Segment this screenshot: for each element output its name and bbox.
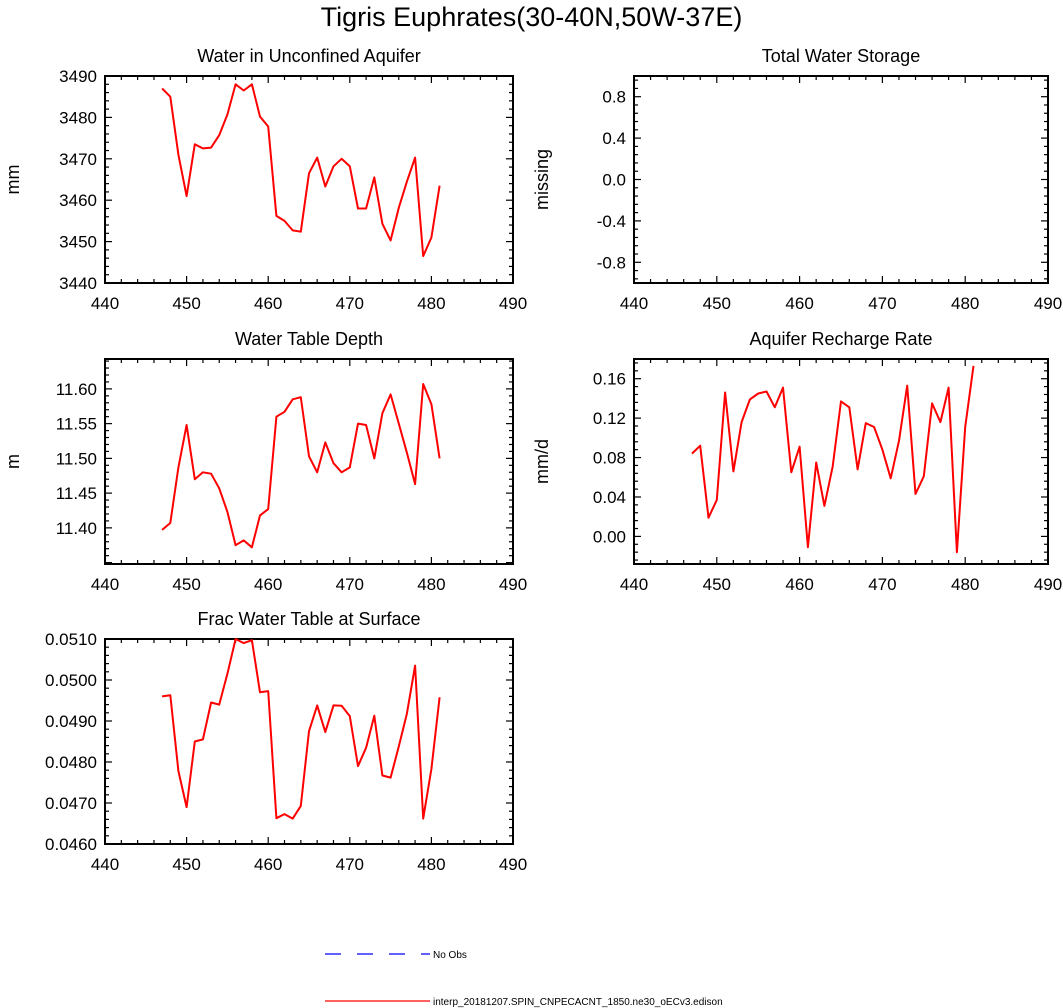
x-tick-label: 470 bbox=[336, 575, 364, 594]
y-tick-label: 3480 bbox=[59, 108, 97, 127]
panel-title: Water in Unconfined Aquifer bbox=[197, 46, 420, 66]
y-axis-label: m bbox=[3, 454, 23, 469]
x-tick-label: 490 bbox=[1034, 575, 1062, 594]
x-tick-label: 490 bbox=[499, 575, 527, 594]
x-tick-label: 470 bbox=[868, 575, 896, 594]
x-tick-label: 480 bbox=[951, 294, 979, 313]
panel-water-table-depth: 440 450 460 470 480 490 11.40 11.45 11.50 11.55 11… bbox=[3, 329, 527, 594]
x-tick-label: 470 bbox=[336, 294, 364, 313]
x-tick-label: 490 bbox=[499, 855, 527, 874]
y-tick-label: 0.0460 bbox=[45, 835, 97, 854]
panel-title: Total Water Storage bbox=[762, 46, 920, 66]
y-tick-label: 0.0480 bbox=[45, 753, 97, 772]
y-tick-label: 0.16 bbox=[593, 370, 626, 389]
panel-title: Water Table Depth bbox=[235, 329, 383, 349]
y-tick-label: 11.40 bbox=[56, 519, 97, 538]
x-tick-label: 440 bbox=[620, 575, 648, 594]
y-tick-label: -0.4 bbox=[597, 212, 626, 231]
y-tick-label: 11.45 bbox=[56, 484, 97, 503]
y-tick-label: 3460 bbox=[59, 191, 97, 210]
panel-title: Frac Water Table at Surface bbox=[197, 609, 420, 629]
x-tick-label: 480 bbox=[417, 294, 445, 313]
y-tick-label: 0.00 bbox=[593, 527, 626, 546]
series-line-interp-20181207-spin-cnpecacnt bbox=[161, 83, 441, 258]
x-tick-label: 450 bbox=[172, 294, 200, 313]
y-tick-label: 3450 bbox=[59, 233, 97, 252]
y-tick-label: 0.0 bbox=[602, 171, 626, 190]
y-tick-label: 3470 bbox=[59, 150, 97, 169]
y-tick-label: 11.60 bbox=[56, 380, 97, 399]
legend-label-no-obs: No Obs bbox=[433, 950, 467, 961]
y-tick-label: -0.8 bbox=[597, 253, 626, 272]
y-axis-label: mm bbox=[3, 165, 23, 195]
x-tick-label: 450 bbox=[703, 294, 731, 313]
series-line-interp-20181207-spin-cnpecacnt bbox=[161, 383, 441, 549]
plot-frame bbox=[104, 638, 514, 845]
x-tick-label: 480 bbox=[417, 575, 445, 594]
y-tick-label: 11.55 bbox=[56, 415, 97, 434]
x-tick-label: 440 bbox=[91, 855, 119, 874]
panel-total-water-storage: 440 450 460 470 480 490 -0.8 -0.4 0.0 0.4 0.8 Total… bbox=[532, 46, 1062, 313]
panel-water-in-unconfined-aquifer: 440 450 460 470 480 490 3440 3450 3460 3470 3480 34… bbox=[3, 46, 527, 313]
panel-aquifer-recharge-rate: 440 450 460 470 480 490 0.00 0.04 0.08 0.12 0.16 Aq… bbox=[532, 329, 1062, 594]
x-tick-label: 490 bbox=[499, 294, 527, 313]
y-tick-label: 0.4 bbox=[602, 129, 626, 148]
y-tick-label: 3490 bbox=[59, 67, 97, 86]
y-tick-label: 3440 bbox=[59, 274, 97, 293]
x-tick-label: 470 bbox=[336, 855, 364, 874]
y-tick-label: 0.0490 bbox=[45, 712, 97, 731]
x-tick-label: 470 bbox=[868, 294, 896, 313]
x-tick-label: 460 bbox=[254, 575, 282, 594]
panel-frac-water-table-at-surface: 440 450 460 470 480 490 0.0460 0.0470 0.0480 0.04… bbox=[45, 609, 527, 874]
plot-frame bbox=[104, 75, 514, 284]
x-tick-label: 450 bbox=[172, 855, 200, 874]
x-tick-label: 440 bbox=[91, 575, 119, 594]
x-tick-label: 480 bbox=[951, 575, 979, 594]
x-tick-label: 490 bbox=[1034, 294, 1062, 313]
y-axis-label: mm/d bbox=[532, 439, 552, 484]
y-tick-label: 0.12 bbox=[593, 409, 626, 428]
x-tick-label: 450 bbox=[172, 575, 200, 594]
plot-frame bbox=[104, 358, 514, 565]
x-tick-label: 450 bbox=[703, 575, 731, 594]
main-title: Tigris Euphrates(30-40N,50W-37E) bbox=[320, 2, 743, 32]
y-tick-label: 0.8 bbox=[602, 88, 626, 107]
plot-frame bbox=[633, 358, 1049, 565]
x-tick-label: 460 bbox=[785, 294, 813, 313]
y-tick-label: 11.50 bbox=[56, 449, 97, 468]
legend-label-model: interp_20181207.SPIN_CNPECACNT_1850.ne30… bbox=[433, 997, 723, 1008]
plot-frame bbox=[633, 75, 1049, 284]
x-tick-label: 480 bbox=[417, 855, 445, 874]
x-tick-label: 460 bbox=[254, 294, 282, 313]
x-tick-label: 440 bbox=[91, 294, 119, 313]
series-line-interp-20181207-spin-cnpecacnt bbox=[161, 638, 441, 820]
x-tick-label: 460 bbox=[254, 855, 282, 874]
y-tick-label: 0.08 bbox=[593, 449, 626, 468]
y-tick-label: 0.0500 bbox=[45, 671, 97, 690]
y-axis-label: missing bbox=[532, 149, 552, 210]
y-tick-label: 0.04 bbox=[593, 488, 626, 507]
panel-title: Aquifer Recharge Rate bbox=[749, 329, 932, 349]
x-tick-label: 460 bbox=[785, 575, 813, 594]
series-line-interp-20181207-spin-cnpecacnt bbox=[691, 365, 975, 554]
x-tick-label: 440 bbox=[620, 294, 648, 313]
y-tick-label: 0.0510 bbox=[45, 630, 97, 649]
y-tick-label: 0.0470 bbox=[45, 794, 97, 813]
legend: No Obs interp_20181207.SPIN_CNPECACNT_18… bbox=[325, 950, 723, 1008]
